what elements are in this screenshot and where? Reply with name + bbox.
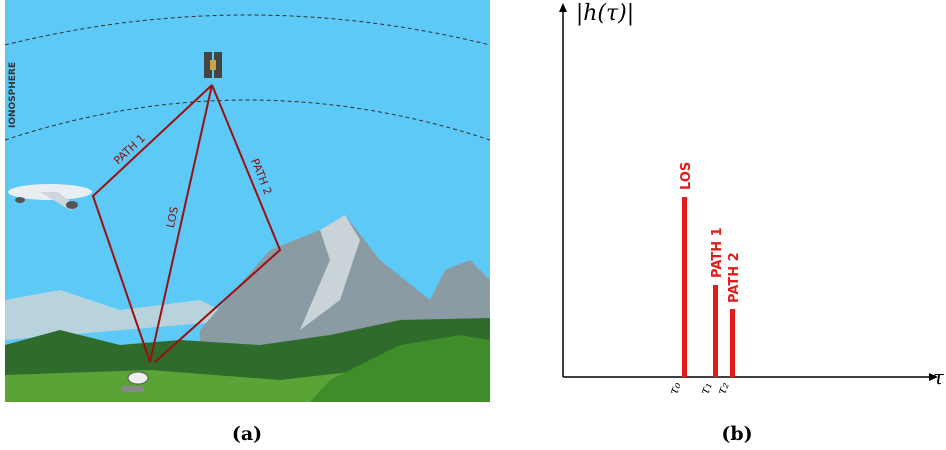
impulse [682, 197, 687, 377]
tick-label: τ₁ [697, 380, 715, 397]
figure: IONOSPHERE PATH 1 LOS PATH 2 (a) |h(τ)| [0, 0, 946, 450]
tick-label: τ₂ [714, 380, 732, 397]
panel-b: |h(τ)| τ LOS PATH 1 PATH 2 τ₀ τ₁ τ₂ (b) [559, 1, 945, 445]
impulse [730, 309, 735, 377]
impulse [713, 285, 718, 377]
y-arrow [559, 3, 567, 12]
impulse-label: PATH 2 [727, 252, 742, 303]
y-axis-label: |h(τ)| [576, 1, 634, 26]
ionosphere-label: IONOSPHERE [8, 62, 18, 128]
tick-label: τ₀ [666, 379, 685, 397]
panel-a: IONOSPHERE PATH 1 LOS PATH 2 (a) [5, 0, 490, 445]
caption: (a) [232, 423, 262, 445]
impulse-label: PATH 1 [710, 227, 725, 278]
x-axis-label: τ [933, 365, 945, 389]
impulse-label: LOS [679, 162, 694, 190]
caption: (b) [721, 423, 752, 445]
